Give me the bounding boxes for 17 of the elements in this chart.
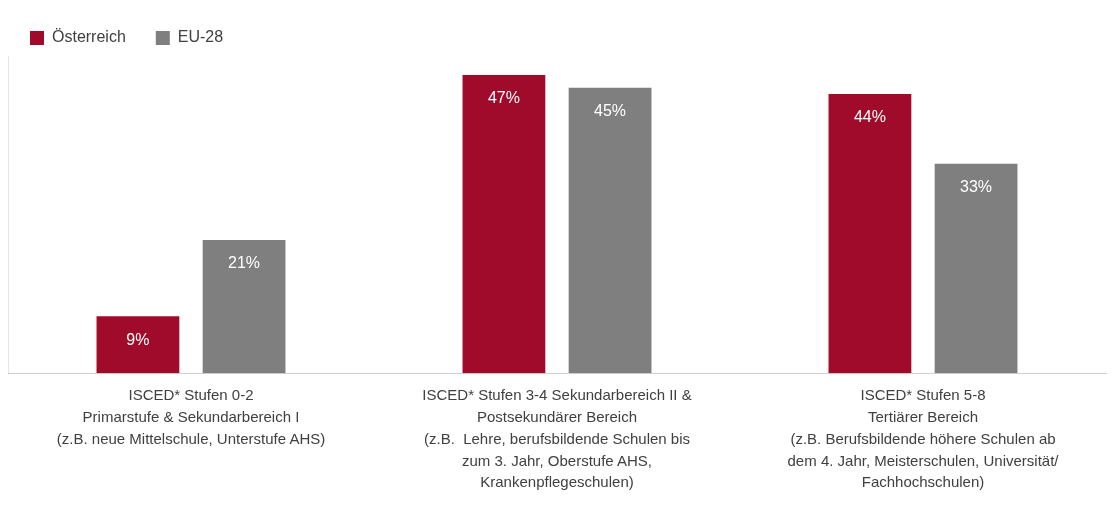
bar (934, 163, 1018, 374)
x-tick-label: ISCED* Stufen 0-2 Primarstufe & Sekundarbereich I (z.B. neue Mittelschule, Unterstufe AHS) (56, 386, 326, 447)
bar (462, 75, 546, 374)
data-label: 45% (594, 102, 627, 120)
data-label: 33% (960, 178, 993, 196)
data-label: 9% (126, 330, 150, 348)
data-label: 44% (853, 108, 886, 126)
data-label: 47% (487, 89, 520, 107)
bar (828, 94, 912, 374)
legend-label: EU-28 (177, 28, 224, 46)
bar (568, 87, 652, 374)
x-tick-label: ISCED* Stufen 3-4 Sekundarbereich II & Postsekundärer Bereich (z.B. Lehre, berufsbildende Schulen bis zum 3. Jahr, Oberstufe AHS, Krankenpflegeschulen) (422, 386, 692, 491)
bar (202, 240, 286, 374)
legend-label: Österreich (52, 28, 126, 46)
bar (96, 316, 180, 374)
x-tick-label: ISCED* Stufen 5-8 Tertiärer Bereich (z.B. Berufsbildende höhere Schulen ab dem 4. Jahr, Meisterschulen, Universität/ Fachhochschulen) (787, 386, 1060, 491)
data-label: 21% (228, 254, 261, 272)
